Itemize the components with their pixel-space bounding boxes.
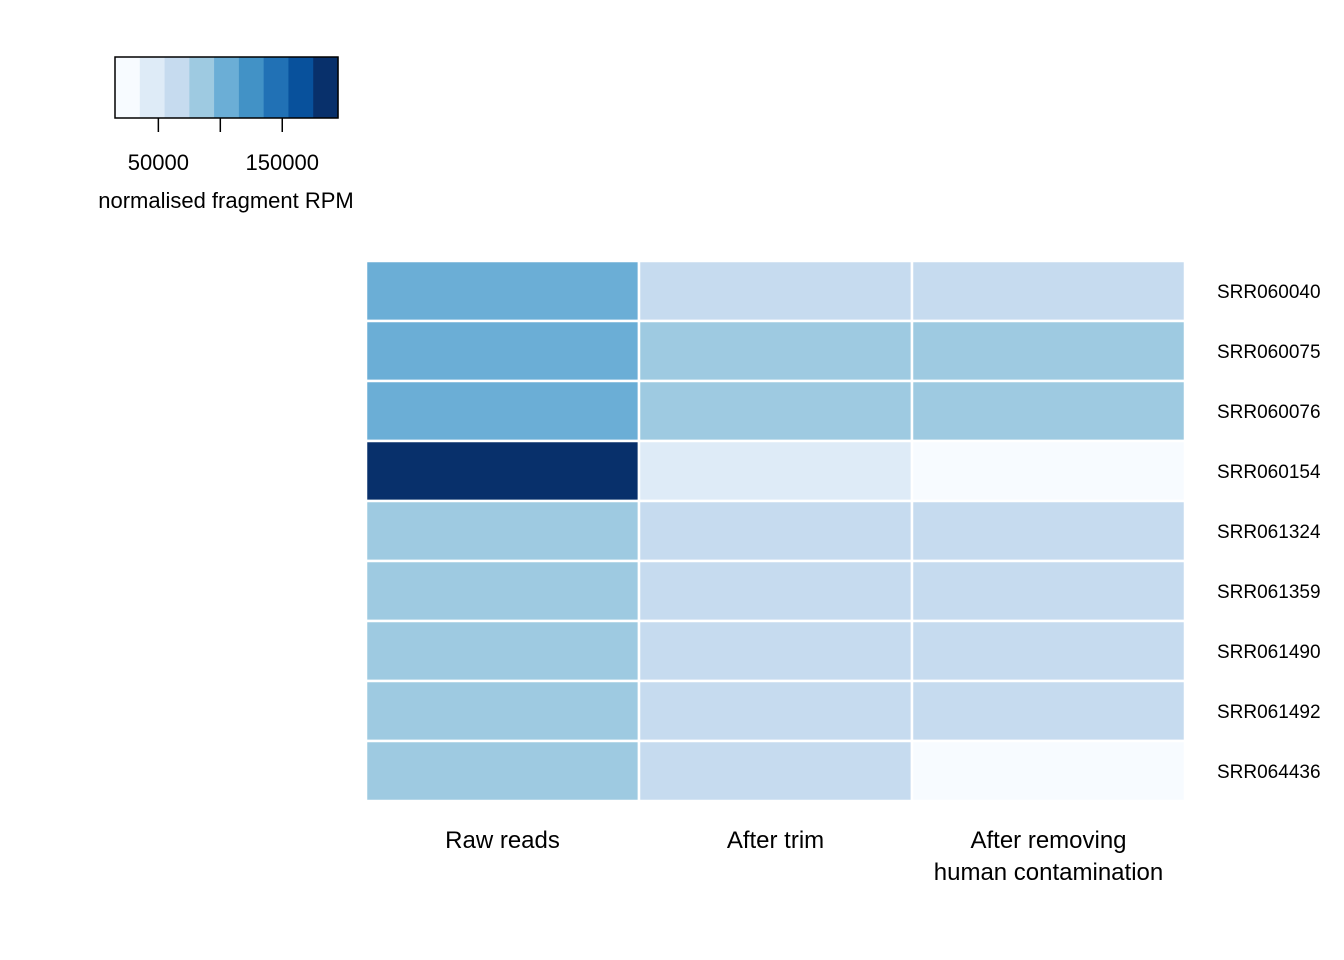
legend-swatch bbox=[115, 57, 141, 118]
heatmap-cell bbox=[637, 379, 914, 443]
column-label: Raw reads bbox=[445, 827, 560, 854]
row-label: SRR061490 bbox=[1217, 642, 1321, 663]
legend-swatch bbox=[288, 57, 314, 118]
row-label: SRR064436 bbox=[1217, 762, 1321, 783]
legend-frame bbox=[114, 56, 339, 119]
heatmap-cell bbox=[364, 619, 641, 683]
legend-swatch bbox=[139, 57, 166, 118]
heatmap-cell bbox=[364, 259, 641, 323]
column-label: After trim bbox=[727, 827, 824, 854]
heatmap-cell bbox=[637, 439, 914, 503]
column-label: After removing bbox=[970, 827, 1126, 854]
row-label: SRR060075 bbox=[1217, 342, 1321, 363]
row-label: SRR061324 bbox=[1217, 522, 1321, 543]
heatmap-cell bbox=[637, 679, 914, 743]
heatmap-cell bbox=[910, 499, 1187, 563]
legend-swatch bbox=[313, 57, 339, 118]
heatmap-cell bbox=[637, 259, 914, 323]
heatmap-cell bbox=[364, 679, 641, 743]
row-label: SRR060076 bbox=[1217, 402, 1321, 423]
heatmap-cell bbox=[364, 379, 641, 443]
column-labels: Raw reads After trim After removing human c… bbox=[445, 827, 1163, 886]
legend-tick-label: 150000 bbox=[246, 150, 319, 175]
heatmap-cell bbox=[910, 619, 1187, 683]
heatmap-cell bbox=[364, 499, 641, 563]
legend-swatch bbox=[263, 57, 290, 118]
color-legend: 50000 150000 normalised fragment RPM bbox=[98, 56, 354, 213]
heatmap-cell bbox=[910, 259, 1187, 323]
column-label: human contamination bbox=[934, 859, 1163, 886]
heatmap-cell bbox=[637, 619, 914, 683]
heatmap-cell bbox=[910, 319, 1187, 383]
heatmap-cell bbox=[910, 739, 1187, 803]
row-labels: SRR060040 SRR060075 SRR060076 SRR060154 SRR0… bbox=[1217, 282, 1321, 783]
heatmap-cell bbox=[364, 739, 641, 803]
heatmap-cell bbox=[910, 439, 1187, 503]
legend-title: normalised fragment RPM bbox=[98, 188, 354, 213]
row-label: SRR060040 bbox=[1217, 282, 1321, 303]
legend-swatch bbox=[164, 57, 190, 118]
legend-swatch bbox=[189, 57, 215, 118]
heatmap-cell bbox=[637, 499, 914, 563]
legend-swatches bbox=[115, 57, 339, 118]
heatmap-cell bbox=[637, 319, 914, 383]
heatmap-cell bbox=[364, 559, 641, 623]
legend-tick-label: 50000 bbox=[128, 150, 189, 175]
heatmap-cell bbox=[910, 679, 1187, 743]
heatmap-cells bbox=[364, 259, 1187, 803]
heatmap-cell bbox=[910, 559, 1187, 623]
row-label: SRR061492 bbox=[1217, 702, 1321, 723]
legend-ticks: 50000 150000 bbox=[128, 118, 319, 175]
row-label: SRR060154 bbox=[1217, 462, 1321, 483]
heatmap-cell bbox=[910, 379, 1187, 443]
heatmap-cell bbox=[637, 559, 914, 623]
heatmap-cell bbox=[364, 439, 641, 503]
legend-swatch bbox=[214, 57, 240, 118]
row-label: SRR061359 bbox=[1217, 582, 1321, 603]
heatmap-cell bbox=[364, 319, 641, 383]
legend-swatch bbox=[238, 57, 265, 118]
heatmap-cell bbox=[637, 739, 914, 803]
